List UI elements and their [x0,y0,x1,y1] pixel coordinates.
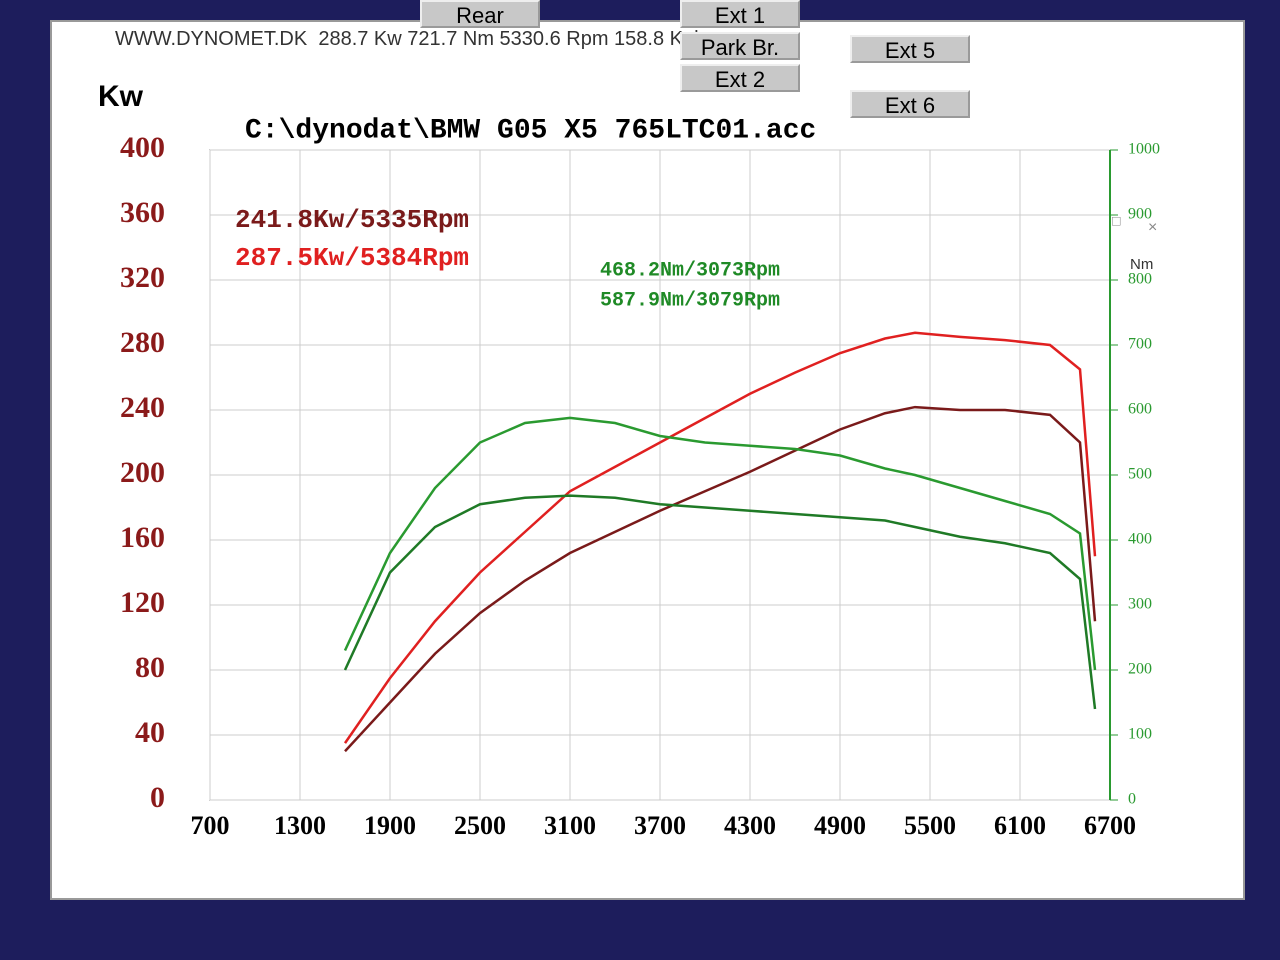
y-tick-label: 160 [120,521,165,554]
x-tick-label: 2500 [454,811,506,840]
chart-title: C:\dynodat\BMW G05 X5 765LTC01.acc [245,115,816,146]
y-tick-label: 280 [120,326,165,359]
y2-axis-label: Nm [1130,256,1153,273]
annotation: 287.5Kw/5384Rpm [235,243,469,273]
y-tick-label: 320 [120,261,165,294]
y-tick-label: 40 [135,716,165,749]
series-line [343,494,1097,710]
close-icon[interactable]: × [1148,219,1157,236]
restore-icon[interactable]: □ [1112,213,1121,229]
series-line [343,331,1097,744]
y-tick-label: 400 [120,131,165,164]
y-tick-label: 360 [120,196,165,229]
y2-tick-label: 800 [1128,271,1152,288]
series-line [343,416,1097,671]
y2-tick-label: 500 [1128,466,1152,483]
button[interactable]: Ext 2 [680,64,800,92]
y-tick-label: 120 [120,586,165,619]
x-tick-label: 1300 [274,811,326,840]
button[interactable]: Rear [420,0,540,28]
x-tick-label: 3100 [544,811,596,840]
y-tick-label: 0 [150,781,165,814]
title-bar: WWW.DYNOMET.DK 288.7 Kw 721.7 Nm 5330.6 … [115,28,706,50]
x-tick-label: 4300 [724,811,776,840]
x-tick-label: 700 [191,811,230,840]
y2-tick-label: 900 [1128,206,1152,223]
annotation: 241.8Kw/5335Rpm [235,205,469,235]
x-tick-label: 5500 [904,811,956,840]
y2-tick-label: 100 [1128,726,1152,743]
y-tick-label: 240 [120,391,165,424]
y-tick-label: 200 [120,456,165,489]
y2-tick-label: 300 [1128,596,1152,613]
x-tick-label: 6700 [1084,811,1136,840]
button[interactable]: Ext 5 [850,35,970,63]
y2-tick-label: 200 [1128,661,1152,678]
button[interactable]: Ext 6 [850,90,970,118]
x-tick-label: 4900 [814,811,866,840]
x-tick-label: 3700 [634,811,686,840]
y-axis-label: Kw [98,80,144,113]
series-line [344,405,1097,753]
annotation: 468.2Nm/3073Rpm [600,259,780,282]
y2-tick-label: 1000 [1128,141,1160,158]
y2-tick-label: 0 [1128,791,1136,808]
y2-tick-label: 700 [1128,336,1152,353]
y-tick-label: 80 [135,651,165,684]
y2-tick-label: 400 [1128,531,1152,548]
y2-tick-label: 600 [1128,401,1152,418]
x-tick-label: 6100 [994,811,1046,840]
annotation: 587.9Nm/3079Rpm [600,289,780,312]
button[interactable]: Ext 1 [680,0,800,28]
x-tick-label: 1900 [364,811,416,840]
button[interactable]: Park Br. [680,32,800,60]
